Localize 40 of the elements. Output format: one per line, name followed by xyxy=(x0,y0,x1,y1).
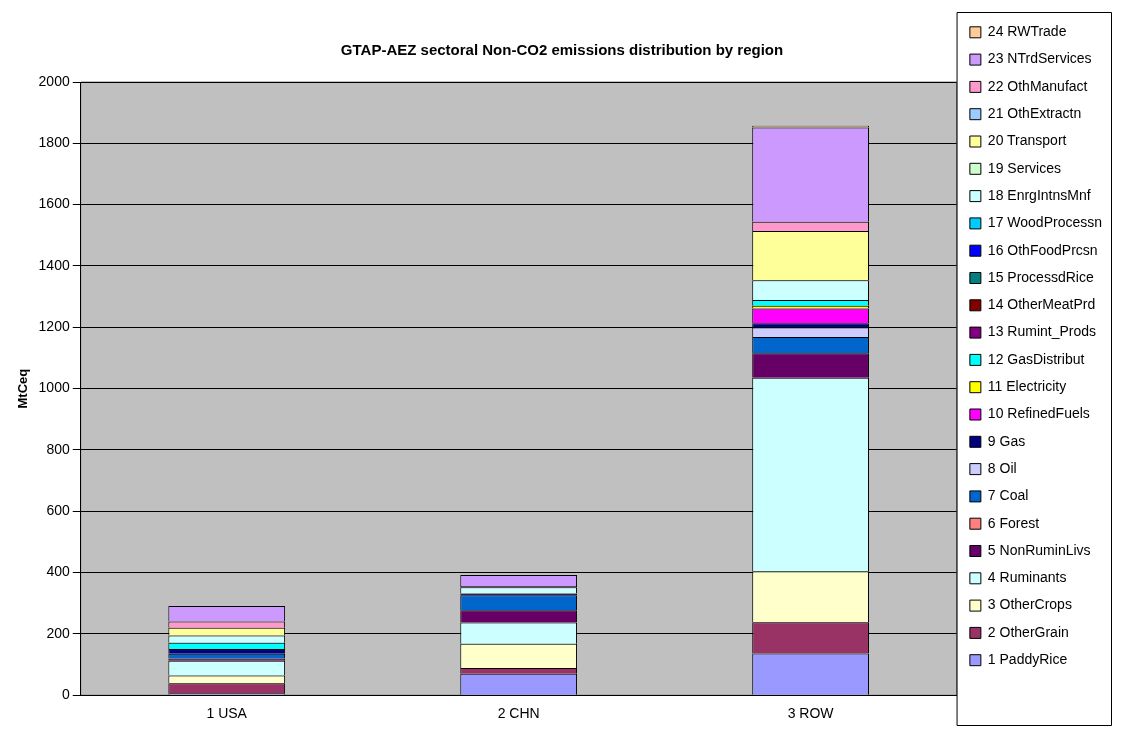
y-tick-label: 1600 xyxy=(38,195,70,212)
y-tick-label: 200 xyxy=(46,624,70,641)
legend-label: 1 PaddyRice xyxy=(987,651,1068,668)
legend-label: 3 OtherCrops xyxy=(987,596,1072,613)
legend-label: 13 Rumint_Prods xyxy=(987,323,1097,340)
y-tick-label: 2000 xyxy=(38,72,70,89)
legend-label: 12 GasDistribut xyxy=(987,350,1085,367)
legend-label: 14 OtherMeatPrd xyxy=(987,296,1096,313)
legend-label: 17 WoodProcessn xyxy=(987,214,1102,231)
legend-label: 22 OthManufact xyxy=(987,77,1088,94)
y-tick-label: 400 xyxy=(46,563,70,580)
x-tick-label: 2 CHN xyxy=(497,705,540,722)
y-tick-label: 1000 xyxy=(38,379,70,396)
legend-label: 15 ProcessdRice xyxy=(987,268,1094,285)
legend-label: 20 Transport xyxy=(987,132,1067,149)
legend-label: 10 RefinedFuels xyxy=(987,405,1090,422)
y-tick-label: 0 xyxy=(61,686,70,703)
y-tick-label: 800 xyxy=(46,440,70,457)
legend-label: 11 Electricity xyxy=(987,378,1067,395)
legend-label: 16 OthFoodPrcsn xyxy=(987,241,1098,258)
legend-label: 7 Coal xyxy=(987,487,1029,504)
legend-label: 19 Services xyxy=(987,159,1062,176)
y-tick-label: 1200 xyxy=(38,318,70,335)
y-tick-label: 1400 xyxy=(38,256,70,273)
chart-title: GTAP-AEZ sectoral Non-CO2 emissions distribution by region xyxy=(340,41,784,59)
legend-label: 18 EnrgIntnsMnf xyxy=(987,186,1091,203)
legend-label: 6 Forest xyxy=(987,514,1040,531)
legend-label: 21 OthExtractn xyxy=(987,105,1082,122)
legend-label: 5 NonRuminLivs xyxy=(987,541,1091,558)
legend-label: 4 Ruminants xyxy=(987,569,1067,586)
legend-label: 2 OtherGrain xyxy=(987,623,1069,640)
y-axis-title: MtCeq xyxy=(15,368,31,409)
x-tick-label: 3 ROW xyxy=(787,705,835,722)
y-tick-label: 600 xyxy=(46,502,70,519)
legend-label: 8 Oil xyxy=(987,459,1017,476)
legend-label: 24 RWTrade xyxy=(987,23,1067,40)
legend-label: 9 Gas xyxy=(987,432,1026,449)
y-tick-label: 1800 xyxy=(38,134,70,151)
x-tick-label: 1 USA xyxy=(206,705,248,722)
legend-label: 23 NTrdServices xyxy=(987,50,1092,67)
